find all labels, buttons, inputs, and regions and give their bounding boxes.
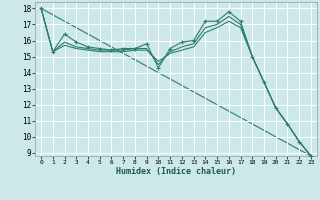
X-axis label: Humidex (Indice chaleur): Humidex (Indice chaleur) xyxy=(116,167,236,176)
